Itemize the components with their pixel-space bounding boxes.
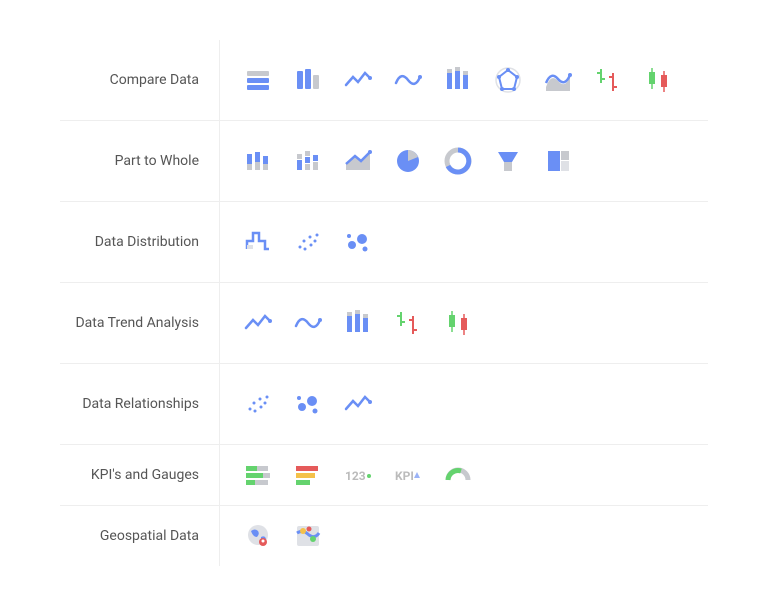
icons-cell — [220, 224, 376, 260]
dot-scatter-icon[interactable] — [240, 386, 276, 422]
candlestick-chart-icon[interactable] — [640, 62, 676, 98]
category-row: Data Distribution — [60, 202, 708, 283]
category-label: Compare Data — [60, 40, 220, 120]
chart-category-panel: Compare Data — [0, 0, 768, 586]
gauge-icon[interactable] — [440, 457, 476, 493]
pie-chart-icon[interactable] — [390, 143, 426, 179]
icons-cell — [220, 386, 376, 422]
category-label: Data Distribution — [60, 202, 220, 282]
spline-chart-icon[interactable] — [290, 305, 326, 341]
stacked-bar-icon[interactable] — [240, 62, 276, 98]
svg-text:KPI: KPI — [395, 469, 414, 483]
histogram-step-icon[interactable] — [240, 224, 276, 260]
bubble-chart-icon[interactable] — [290, 386, 326, 422]
stacked-segments-icon[interactable] — [290, 143, 326, 179]
spline-area-icon[interactable] — [540, 62, 576, 98]
ohlc-chart-icon[interactable] — [590, 62, 626, 98]
category-row: Compare Data — [60, 40, 708, 121]
ohlc-chart-icon[interactable] — [390, 305, 426, 341]
range-column-icon[interactable] — [340, 305, 376, 341]
line-chart-icon[interactable] — [240, 305, 276, 341]
bullet-chart-icon[interactable] — [240, 457, 276, 493]
category-label: Part to Whole — [60, 121, 220, 201]
category-row: Geospatial Data — [60, 506, 708, 566]
category-row: Part to Whole — [60, 121, 708, 202]
category-label: KPI's and Gauges — [60, 445, 220, 505]
stacked-bar-h-icon[interactable] — [240, 143, 276, 179]
svg-text:123: 123 — [345, 469, 366, 483]
funnel-chart-icon[interactable] — [490, 143, 526, 179]
treemap-icon[interactable] — [540, 143, 576, 179]
icons-cell — [220, 518, 326, 554]
category-row: Data Relationships — [60, 364, 708, 445]
column-bar-icon[interactable] — [290, 62, 326, 98]
category-label: Data Relationships — [60, 364, 220, 444]
line-chart-icon[interactable] — [340, 386, 376, 422]
icons-cell: 123 KPI — [220, 457, 476, 493]
category-label: Geospatial Data — [60, 506, 220, 566]
spline-chart-icon[interactable] — [390, 62, 426, 98]
category-row: KPI's and Gauges 123 KPI — [60, 445, 708, 506]
candlestick-chart-icon[interactable] — [440, 305, 476, 341]
icons-cell — [220, 143, 576, 179]
number-kpi-icon[interactable]: 123 — [340, 457, 376, 493]
range-column-icon[interactable] — [440, 62, 476, 98]
icons-cell — [220, 305, 476, 341]
bubble-chart-icon[interactable] — [340, 224, 376, 260]
category-row: Data Trend Analysis — [60, 283, 708, 364]
radar-chart-icon[interactable] — [490, 62, 526, 98]
area-chart-icon[interactable] — [340, 143, 376, 179]
bullet-colored-icon[interactable] — [290, 457, 326, 493]
category-label: Data Trend Analysis — [60, 283, 220, 363]
map-pins-icon[interactable] — [290, 518, 326, 554]
kpi-text-icon[interactable]: KPI — [390, 457, 426, 493]
line-chart-icon[interactable] — [340, 62, 376, 98]
donut-chart-icon[interactable] — [440, 143, 476, 179]
globe-icon[interactable] — [240, 518, 276, 554]
dot-scatter-icon[interactable] — [290, 224, 326, 260]
icons-cell — [220, 62, 676, 98]
